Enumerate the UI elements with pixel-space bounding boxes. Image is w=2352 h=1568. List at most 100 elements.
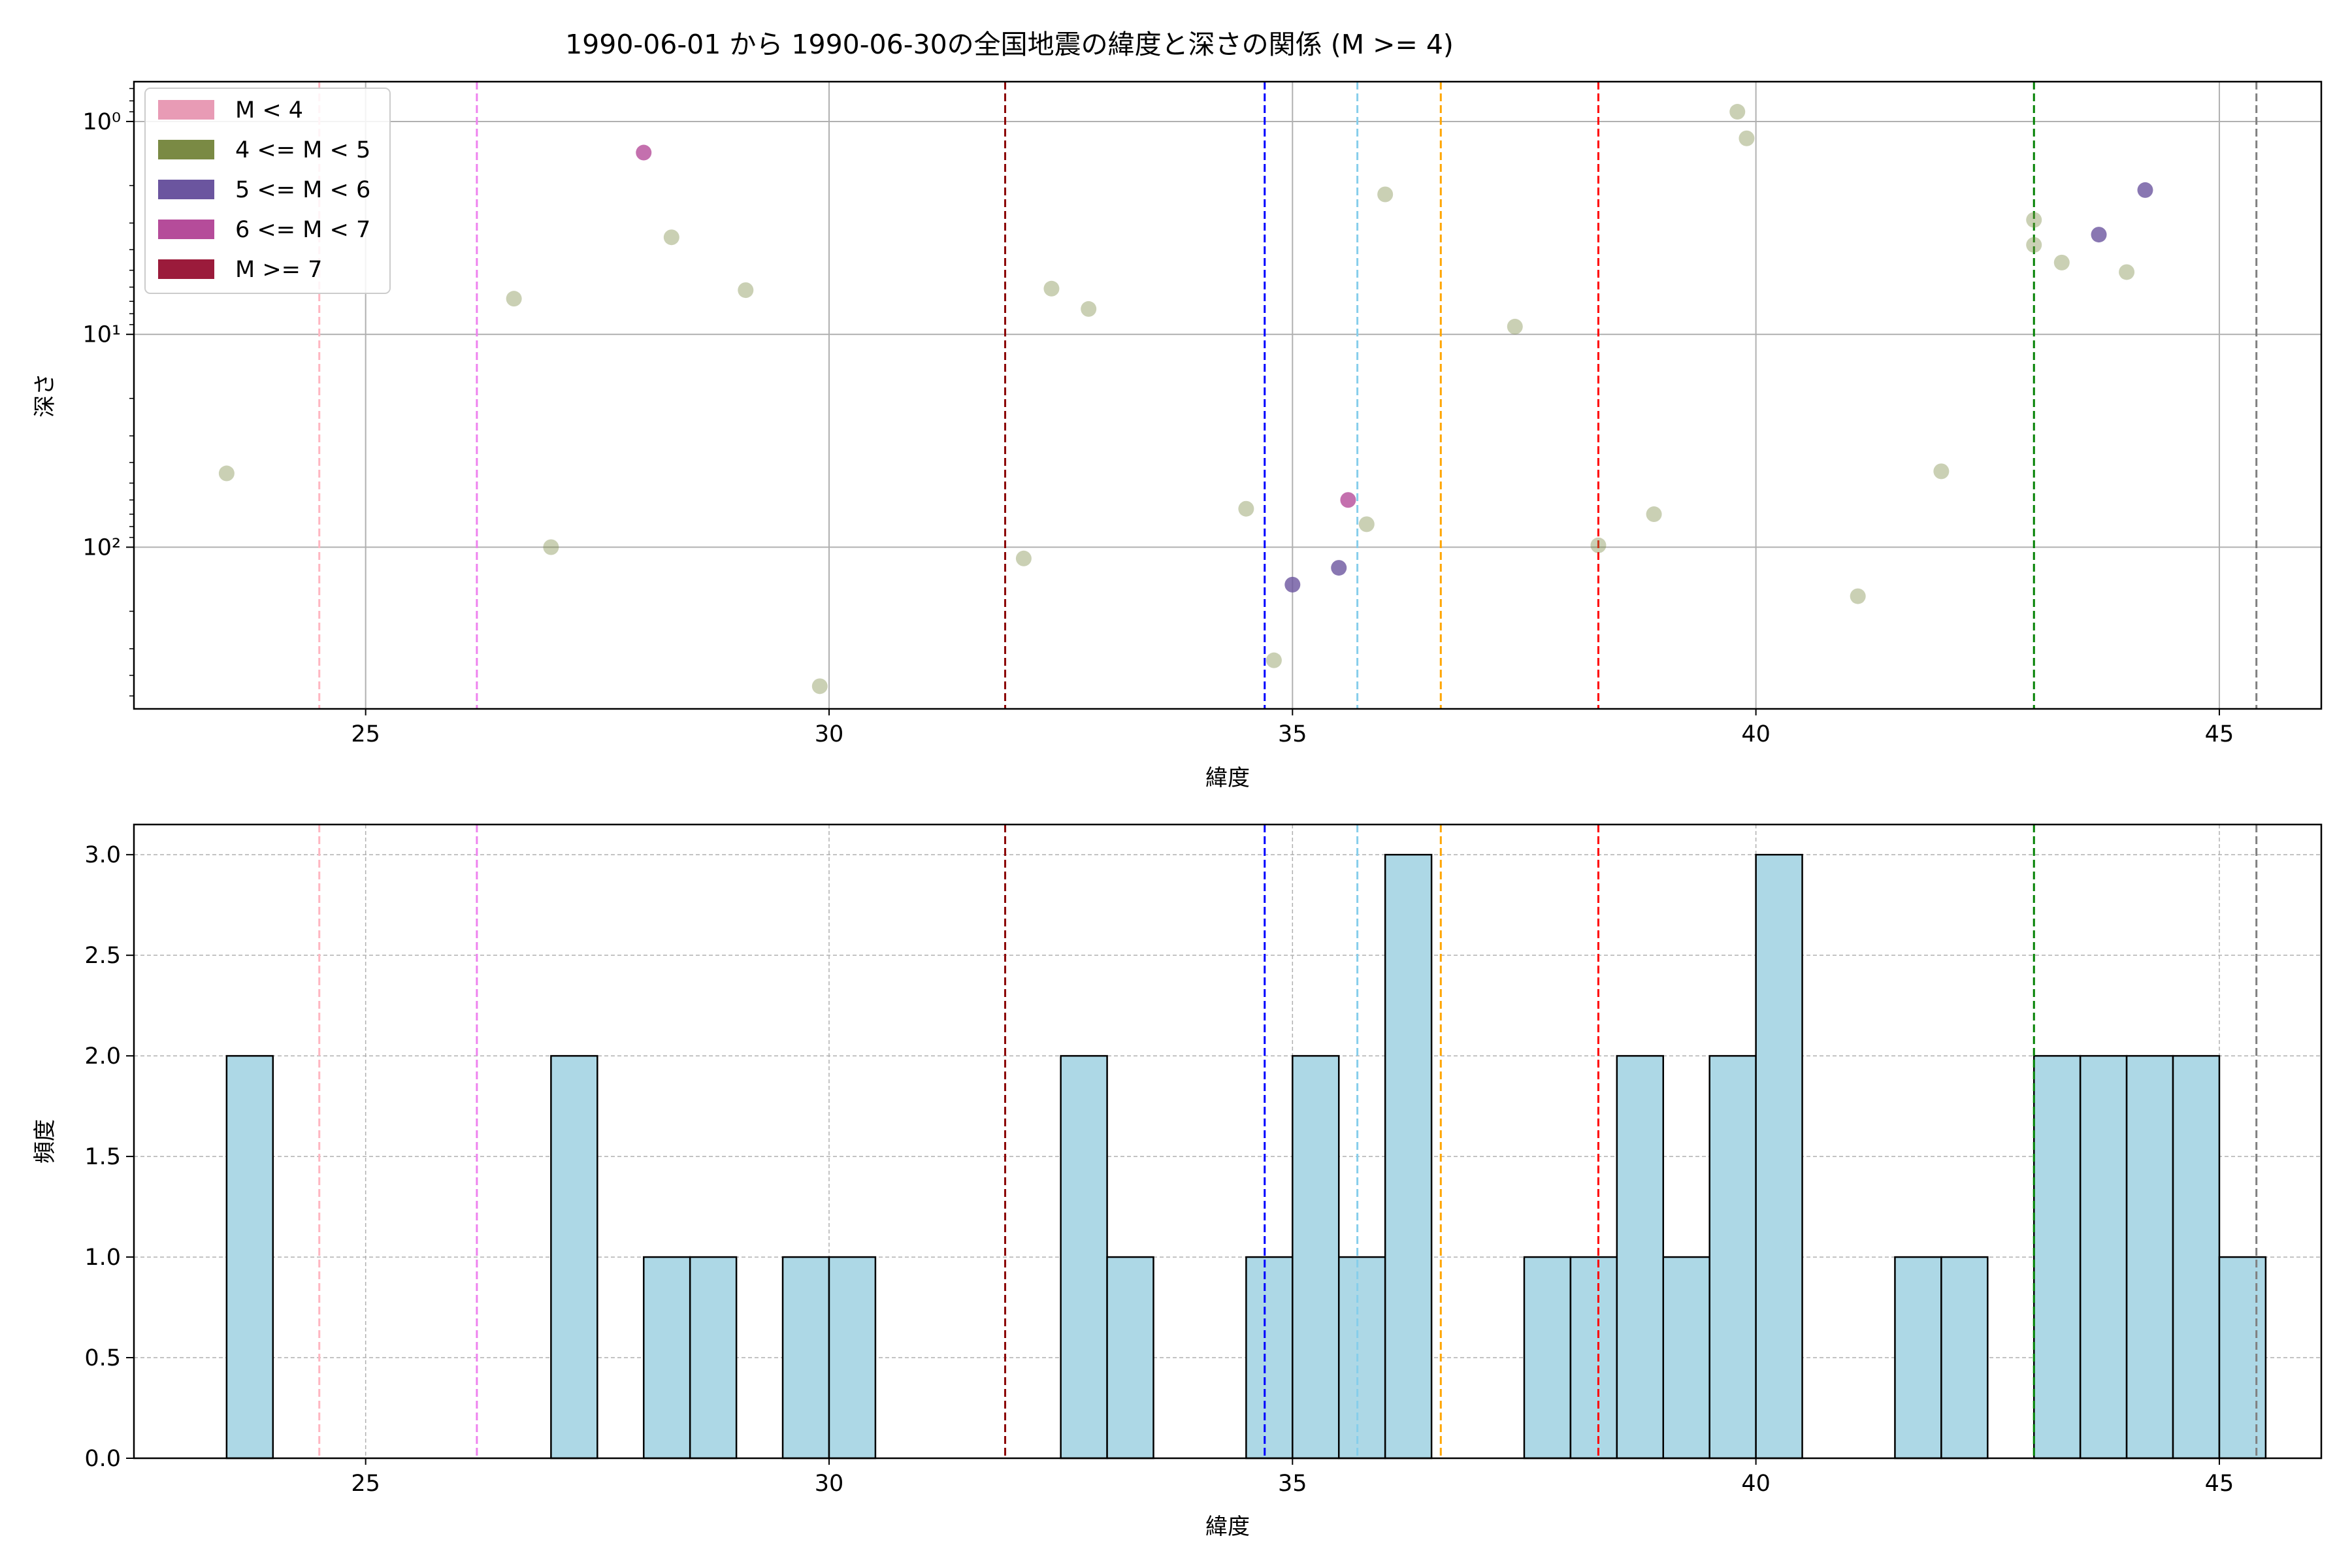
data-point <box>1015 550 1032 566</box>
histogram-bar <box>1708 1054 1757 1460</box>
scatter-reference-lines <box>318 82 2258 709</box>
data-point <box>2053 254 2070 270</box>
histogram-x-ticks: 25 30 35 40 45 <box>351 1458 2234 1497</box>
histogram-bar <box>1523 1256 1572 1460</box>
y-tick-label: 2.5 <box>84 943 121 969</box>
data-point <box>1043 280 1060 297</box>
data-point <box>2137 182 2153 198</box>
scatter-x-ticks: 25 30 35 40 45 <box>351 709 2234 747</box>
x-tick-label: 45 <box>2205 1471 2234 1497</box>
x-tick-label: 30 <box>815 1471 844 1497</box>
histogram-bar <box>1569 1256 1618 1460</box>
y-tick-label: 1.0 <box>84 1245 121 1271</box>
data-point <box>1081 301 1097 317</box>
scatter-points <box>218 104 2153 694</box>
x-tick-label: 35 <box>1278 721 1307 747</box>
data-point <box>2091 227 2107 243</box>
histogram-y-axis-label: 頻度 <box>32 1119 58 1164</box>
scatter-y-ticks: 10⁰ 10¹ 10² <box>82 88 134 696</box>
data-point <box>1284 576 1301 593</box>
legend-swatch-m-lt-4 <box>158 100 214 120</box>
data-point <box>663 229 679 246</box>
data-point <box>738 282 754 299</box>
data-point <box>543 539 559 555</box>
legend-swatch-m-5-6 <box>158 180 214 199</box>
scatter-y-axis-label: 深さ <box>32 373 58 417</box>
data-point <box>1507 318 1523 335</box>
data-point <box>218 465 235 482</box>
histogram-frame <box>133 823 2323 1460</box>
histogram-bar <box>1337 1256 1386 1460</box>
data-point <box>1739 130 1755 146</box>
data-point <box>1331 560 1347 576</box>
x-tick-label: 30 <box>815 721 844 747</box>
data-point <box>1933 463 1950 480</box>
y-tick-label: 3.0 <box>84 842 121 868</box>
legend: M < 4 4 <= M < 5 5 <= M < 6 6 <= M < 7 M… <box>144 88 391 294</box>
histogram-bar <box>2033 1054 2082 1460</box>
legend-label-m-lt-4: M < 4 <box>235 97 303 123</box>
histogram-bar <box>2172 1054 2221 1460</box>
data-point <box>2119 264 2135 280</box>
histogram-bar <box>643 1256 691 1460</box>
histogram-bar <box>1245 1256 1294 1460</box>
histogram-bar <box>1292 1054 1340 1460</box>
data-point <box>811 678 828 694</box>
data-point <box>636 144 652 161</box>
x-tick-label: 40 <box>1741 1471 1771 1497</box>
x-tick-label: 40 <box>1741 721 1771 747</box>
y-tick-label: 1.5 <box>84 1144 121 1170</box>
data-point <box>1377 186 1394 203</box>
scatter-grid <box>134 82 2321 709</box>
legend-label-m-6-7: 6 <= M < 7 <box>235 217 370 243</box>
figure-title: 1990-06-01 から 1990-06-30の全国地震の緯度と深さの関係 (… <box>565 29 1454 60</box>
histogram-bar <box>1940 1256 1989 1460</box>
data-point <box>1238 500 1254 517</box>
x-tick-label: 25 <box>351 1471 380 1497</box>
x-tick-label: 25 <box>351 721 380 747</box>
histogram-bar <box>781 1256 830 1460</box>
scatter-frame <box>133 80 2323 710</box>
data-point <box>1850 588 1866 604</box>
histogram-bar <box>2125 1054 2174 1460</box>
histogram-bar <box>225 1054 274 1460</box>
histogram-bar <box>2218 1256 2267 1460</box>
data-point <box>1266 652 1282 668</box>
data-point <box>1646 506 1662 523</box>
scatter-axes: 25 30 35 40 45 10⁰ 10¹ 10² 緯度 深さ M < 4 4 <= M … <box>32 80 2323 791</box>
x-tick-label: 35 <box>1278 1471 1307 1497</box>
data-point <box>1729 104 1746 120</box>
data-point <box>1358 516 1375 532</box>
y-tick-label: 10² <box>82 535 121 561</box>
y-tick-label: 10⁰ <box>82 109 121 135</box>
data-point <box>2026 237 2042 253</box>
scatter-x-axis-label: 緯度 <box>1205 765 1250 791</box>
y-tick-label: 0.0 <box>84 1446 121 1472</box>
legend-box <box>144 88 391 294</box>
histogram-bar <box>1616 1054 1665 1460</box>
histogram-bar <box>1384 853 1433 1460</box>
histogram-bar <box>828 1256 877 1460</box>
legend-label-m-4-5: 4 <= M < 5 <box>235 137 370 163</box>
y-tick-label: 2.0 <box>84 1043 121 1070</box>
legend-swatch-m-6-7 <box>158 220 214 239</box>
histogram-bar <box>1755 853 1803 1460</box>
data-point <box>2026 212 2042 228</box>
data-point <box>506 291 522 307</box>
histogram-axes: 25 30 35 40 45 0.0 0.5 1.0 1.5 2.0 2.5 3.0 緯度 頻度 <box>32 823 2323 1540</box>
histogram-bar <box>1106 1256 1154 1460</box>
data-point <box>1340 492 1356 508</box>
legend-swatch-m-ge-7 <box>158 259 214 279</box>
histogram-bar <box>1060 1054 1108 1460</box>
y-tick-label: 0.5 <box>84 1345 121 1371</box>
histogram-bar <box>2079 1054 2128 1460</box>
data-point <box>1590 537 1607 553</box>
legend-swatch-m-4-5 <box>158 140 214 159</box>
histogram-bar <box>1894 1256 1942 1460</box>
legend-label-m-ge-7: M >= 7 <box>235 257 322 283</box>
histogram-bar <box>550 1054 598 1460</box>
histogram-bar <box>689 1256 738 1460</box>
legend-label-m-5-6: 5 <= M < 6 <box>235 177 370 203</box>
histogram-y-ticks: 0.0 0.5 1.0 1.5 2.0 2.5 3.0 <box>84 842 134 1472</box>
histogram-x-axis-label: 緯度 <box>1205 1514 1250 1540</box>
